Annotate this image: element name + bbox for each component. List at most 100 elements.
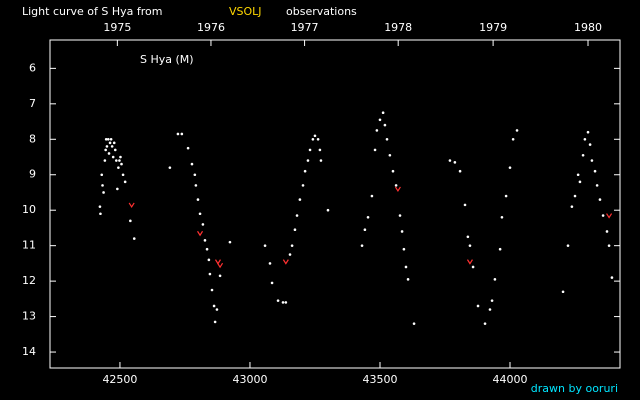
y-tick-label: 12 [22,274,36,287]
observation-point [504,194,508,198]
title-prefix: Light curve of S Hya from [22,5,162,18]
observation-point [500,215,504,219]
observation-point [101,184,104,187]
observation-point [463,203,467,207]
observation-point [107,152,111,155]
observation-point [515,129,519,132]
observation-point [578,180,582,184]
observation-point [112,141,116,145]
observation-point [281,301,285,304]
observation-point [605,230,609,233]
observation-point [595,184,599,187]
observation-point [201,223,205,226]
observation-point [308,148,312,152]
observation-point [601,214,605,217]
x2-tick-label: 1979 [479,21,507,34]
observation-point [391,169,395,173]
observation-point [593,169,597,173]
observation-point [573,194,577,198]
observation-point [375,129,379,132]
observation-point [190,162,194,166]
observation-point [366,215,370,219]
observation-point [123,180,127,184]
observation-point [198,212,202,216]
x2-tick-label: 1980 [574,21,602,34]
observation-point [208,272,212,276]
observation-point [108,141,112,145]
observation-point [116,187,119,191]
x-tick-label: 44000 [493,373,528,386]
observation-point [490,299,494,302]
observation-point [228,240,232,244]
observation-point [203,239,207,242]
upper-limit-point [394,186,401,193]
observation-point [406,278,410,281]
observation-point [448,159,452,162]
y-tick-label: 13 [22,310,36,323]
observation-point [119,155,122,159]
observation-point [471,265,475,269]
observation-point [316,137,320,141]
y-tick-label: 10 [22,203,36,216]
observation-point [168,166,172,169]
observation-point [412,322,416,325]
observation-point [318,148,322,152]
observation-point [103,159,107,162]
observation-point [109,137,113,141]
observation-point [468,244,472,247]
observation-point [385,137,389,141]
observation-point [576,173,580,177]
observation-point [193,173,197,177]
y-tick-label: 14 [22,345,36,358]
observation-point [476,304,480,308]
observation-point [104,137,108,141]
observation-point [511,137,515,141]
observation-point [581,153,585,157]
y-tick-label: 6 [29,61,36,74]
observation-point [561,290,565,294]
title-suffix: observations [286,5,357,18]
observation-point [105,145,109,148]
observation-point [590,159,594,162]
observation-point [205,247,209,251]
observation-point [288,253,292,256]
observation-point [99,212,102,216]
observation-point [566,244,570,247]
observation-point [212,304,216,308]
observation-point [210,288,214,292]
observation-point [270,281,274,285]
observation-point [388,153,392,157]
observation-point [360,244,364,247]
observation-point [313,134,317,138]
observation-point [213,320,217,324]
y-tick-label: 11 [22,239,36,252]
observation-point [588,143,592,146]
observation-point [263,244,267,247]
observation-point [295,214,299,217]
observation-point [306,159,310,162]
upper-limit-point [606,213,613,219]
upper-limit-point [128,202,135,209]
observation-point [290,244,294,247]
observation-point [298,198,302,201]
x-tick-label: 42500 [102,373,137,386]
upper-limit-point [197,230,204,237]
observation-point [284,301,288,304]
observation-point [378,118,382,122]
observation-point [301,184,305,187]
observation-point [402,247,406,251]
observation-point [453,161,457,164]
observation-point [458,169,462,173]
observation-point [508,166,512,169]
observation-point [303,169,307,173]
observation-point [117,166,120,169]
observation-point [98,205,102,208]
y-tick-label: 8 [29,132,36,145]
star-label: S Hya (M) [140,53,194,66]
observation-point [370,194,374,198]
observation-point [102,191,105,194]
observation-point [326,208,330,212]
observation-point [398,214,402,217]
observation-point [110,145,114,148]
observation-point [598,198,602,201]
